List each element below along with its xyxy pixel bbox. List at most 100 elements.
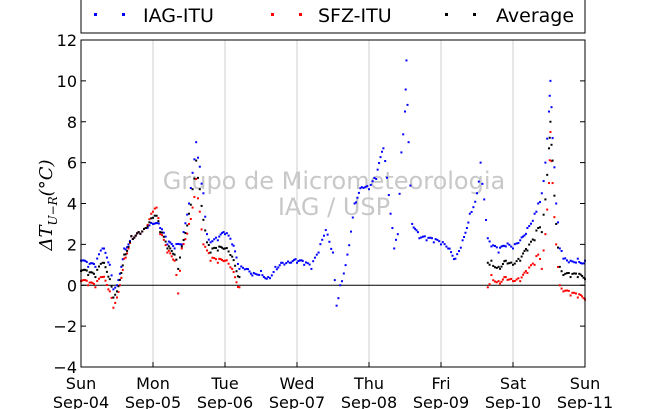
trace-dot (350, 230, 352, 233)
data-point (544, 161, 547, 164)
data-point (519, 239, 522, 242)
trace-dot (342, 272, 345, 275)
trace-dot (148, 224, 151, 227)
x-tick-label-date: Sep-06 (197, 393, 253, 409)
data-point (549, 120, 552, 123)
trace-dot (219, 245, 222, 248)
trace-dot (148, 218, 151, 221)
trace-dot (207, 243, 210, 246)
data-point (548, 182, 550, 185)
data-point (486, 261, 489, 264)
trace-dot (146, 223, 149, 226)
trace-dot (414, 227, 417, 230)
trace-dot (164, 235, 167, 238)
data-point (346, 253, 349, 256)
trace-dot (488, 263, 491, 266)
trace-dot (211, 256, 214, 259)
trace-dot (84, 279, 87, 282)
trace-dot (581, 274, 584, 277)
data-point (152, 216, 154, 219)
trace-dot (501, 244, 504, 247)
plot-area (81, 40, 585, 367)
trace-dot (337, 297, 340, 300)
data-point (281, 261, 284, 264)
trace-dot (157, 222, 160, 225)
trace-dot (330, 247, 333, 250)
trace-dot (124, 253, 127, 256)
data-point (497, 265, 500, 268)
trace-dot (492, 279, 495, 282)
data-point (224, 247, 226, 250)
x-axis: SunSep-04MonSep-05TueSep-06WedSep-07ThuS… (53, 362, 613, 409)
y-tick-label: 12 (57, 31, 77, 50)
data-point (155, 206, 158, 209)
data-point (454, 257, 457, 260)
trace-dot (522, 252, 525, 255)
trace-dot (167, 245, 170, 248)
trace-dot (513, 279, 516, 282)
series-sfz-itu (80, 130, 586, 309)
y-axis-label: ΔTU−R(°C) (36, 159, 60, 251)
data-point (483, 198, 486, 201)
data-point (562, 257, 565, 260)
data-point (368, 188, 370, 191)
trace-dot (213, 238, 216, 241)
trace-dot (445, 245, 448, 248)
data-point (360, 186, 363, 189)
trace-dot (285, 262, 288, 265)
data-point (461, 239, 464, 242)
trace-dot (567, 271, 570, 274)
data-point (551, 159, 554, 162)
trace-dot (481, 182, 484, 185)
x-tick-label-date: Sep-04 (53, 393, 109, 409)
data-point (339, 284, 342, 287)
trace-dot (530, 240, 532, 243)
x-tick-label-day: Tue (210, 374, 238, 393)
trace-dot (131, 237, 134, 240)
trace-dot (225, 247, 228, 250)
data-point (324, 229, 327, 232)
y-axis-label-unit: (°C) (36, 159, 57, 196)
data-point (191, 188, 194, 191)
trace-dot (573, 291, 576, 294)
trace-dot (103, 261, 106, 264)
trace-dot (458, 250, 460, 253)
trace-dot (477, 180, 480, 183)
trace-dot (98, 277, 100, 280)
trace-dot (204, 229, 207, 232)
data-point (238, 276, 241, 279)
data-point (418, 237, 421, 240)
trace-dot (510, 245, 513, 248)
trace-dot (542, 180, 545, 183)
data-point (94, 276, 97, 279)
trace-dot (200, 204, 203, 207)
trace-dot (222, 260, 225, 263)
trace-dot (548, 94, 551, 97)
data-point (533, 239, 536, 242)
trace-dot (189, 218, 192, 221)
trace-dot (566, 289, 568, 292)
trace-dot (204, 245, 207, 248)
trace-dot (566, 272, 568, 275)
trace-dot (242, 266, 244, 269)
trace-dot (456, 253, 459, 256)
trace-dot (420, 236, 423, 239)
x-tick-label-day: Sun (66, 374, 96, 393)
trace-dot (546, 137, 549, 140)
trace-dot (380, 150, 383, 153)
data-point (490, 274, 493, 277)
trace-dot (222, 247, 225, 250)
trace-dot (384, 159, 387, 162)
trace-dot (531, 238, 534, 241)
data-point (216, 249, 219, 252)
svg-text:ΔTU−R(°C): ΔTU−R(°C) (36, 159, 60, 251)
x-tick-label-day: Mon (136, 374, 170, 393)
data-point (260, 269, 262, 272)
trace-dot (124, 256, 127, 259)
data-point (108, 263, 111, 266)
trace-dot (156, 222, 159, 225)
y-tick-label: 6 (67, 154, 77, 173)
x-tick-label-date: Sep-07 (269, 393, 325, 409)
trace-dot (294, 258, 297, 261)
trace-dot (573, 272, 576, 275)
